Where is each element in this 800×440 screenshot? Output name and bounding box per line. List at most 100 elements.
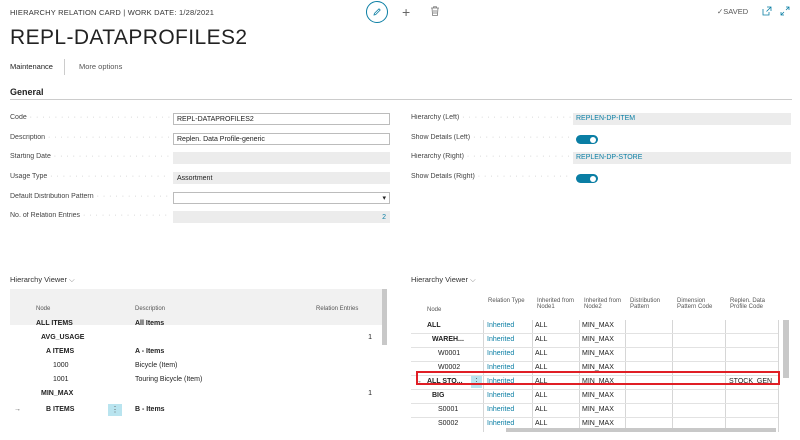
selected-row-highlight-box (416, 371, 780, 385)
column-header-description[interactable]: Description (135, 306, 166, 312)
table-row[interactable]: BIG Inherited ALL MIN_MAX (411, 390, 778, 402)
table-row[interactable]: S0001 Inherited ALL MIN_MAX (411, 404, 778, 416)
relation-type-cell[interactable]: Inherited (487, 392, 515, 399)
relation-entries-label: No. of Relation Entries (10, 212, 170, 219)
table-row[interactable]: W0002 Inherited ALL MIN_MAX (411, 362, 778, 374)
node-cell: A ITEMS (46, 348, 75, 355)
node-cell: 1001 (53, 376, 69, 383)
relation-type-cell[interactable]: Inherited (487, 322, 515, 329)
right-viewer-horizontal-scrollbar[interactable] (506, 428, 776, 432)
hierarchy-right-label: Hierarchy (Right) (411, 153, 571, 160)
table-row[interactable]: ALL ITEMS All Items (10, 318, 380, 330)
show-details-left-toggle[interactable] (576, 135, 598, 144)
new-button[interactable]: + (402, 4, 411, 20)
inherited-node1-cell: ALL (535, 420, 548, 427)
node-cell: S0001 (438, 406, 459, 413)
column-header-inherited-node2[interactable]: Inherited from Node2 (584, 298, 622, 310)
page-title: REPL-DATAPROFILES2 (10, 26, 248, 49)
description-cell: B - Items (135, 406, 165, 413)
table-row[interactable]: ALL Inherited ALL MIN_MAX (411, 320, 778, 332)
row-actions-kebab-icon[interactable]: ⋮ (471, 376, 482, 388)
relation-type-cell[interactable]: Inherited (487, 420, 515, 427)
hierarchy-left-value[interactable]: REPLEN-DP-ITEM (573, 113, 791, 125)
column-header-node[interactable]: Node (427, 307, 442, 313)
node-cell: BIG (432, 392, 445, 399)
show-details-right-toggle[interactable] (576, 174, 598, 183)
more-options-action[interactable]: More options (79, 62, 123, 71)
description-field: Description Replen. Data Profile-generic (10, 133, 390, 145)
table-row[interactable]: 1001 Touring Bicycle (Item) (10, 374, 380, 386)
section-divider (10, 99, 792, 100)
table-row[interactable]: AVG_USAGE 1 (10, 332, 380, 344)
right-viewer-title-text: Hierarchy Viewer (411, 275, 468, 284)
inherited-node2-cell: MIN_MAX (582, 322, 614, 329)
inherited-node2-cell: MIN_MAX (582, 406, 614, 413)
top-bar: HIERARCHY RELATION CARD | WORK DATE: 1/2… (0, 0, 800, 24)
column-divider (579, 320, 580, 432)
table-row[interactable]: WAREH... Inherited ALL MIN_MAX (411, 334, 778, 346)
table-row[interactable]: 1000 Bicycle (Item) (10, 360, 380, 372)
inherited-node1-cell: ALL (535, 322, 548, 329)
column-header-inherited-node1[interactable]: Inherited from Node1 (537, 298, 575, 310)
column-header-node[interactable]: Node (36, 306, 51, 312)
current-row-arrow-icon: → (14, 406, 21, 413)
inherited-node2-cell: MIN_MAX (582, 378, 614, 385)
hierarchy-right-value[interactable]: REPLEN-DP-STORE (573, 152, 791, 164)
node-cell: B ITEMS (46, 406, 75, 413)
relation-entries-value[interactable]: 2 (173, 211, 390, 223)
row-divider (411, 403, 778, 404)
node-cell: 1000 (53, 362, 69, 369)
relation-type-cell[interactable]: Inherited (487, 406, 515, 413)
default-distribution-pattern-select[interactable]: ▾ (173, 192, 390, 204)
edit-button[interactable] (366, 1, 388, 23)
table-row[interactable]: A ITEMS A - Items (10, 346, 380, 358)
relation-type-cell[interactable]: Inherited (487, 350, 515, 357)
row-divider (411, 347, 778, 348)
description-input[interactable]: Replen. Data Profile-generic (173, 133, 390, 145)
relation-type-cell[interactable]: Inherited (487, 378, 515, 385)
column-divider (532, 320, 533, 432)
right-viewer-vertical-scrollbar[interactable] (783, 320, 789, 378)
left-viewer-scrollbar[interactable] (382, 289, 387, 345)
open-new-window-icon[interactable] (762, 6, 772, 16)
column-divider (725, 320, 726, 432)
column-header-distribution-pattern[interactable]: Distribution Pattern (630, 298, 661, 310)
node-cell: ALL STO... (427, 378, 463, 385)
expand-icon[interactable] (780, 6, 790, 16)
column-header-replen-data-profile-code[interactable]: Replen. Data Profile Code (730, 298, 766, 310)
table-row[interactable]: S0002 Inherited ALL MIN_MAX (411, 418, 778, 430)
code-label: Code (10, 114, 170, 121)
general-section-title: General (10, 87, 44, 97)
column-header-relation-type[interactable]: Relation Type (488, 298, 525, 304)
maintenance-action[interactable]: Maintenance (10, 62, 53, 71)
left-viewer-header: Node Description Relation Entries (10, 289, 387, 325)
breadcrumb: HIERARCHY RELATION CARD | WORK DATE: 1/2… (10, 8, 215, 17)
column-header-dimension-pattern-code[interactable]: Dimension Pattern Code (677, 298, 713, 310)
table-row-selected[interactable]: → ALL STO... ⋮ Inherited ALL MIN_MAX STO… (411, 376, 778, 388)
node-cell: S0002 (438, 420, 459, 427)
column-divider (483, 320, 484, 432)
right-hierarchy-viewer-title[interactable]: Hierarchy Viewer ⌵ (411, 275, 476, 285)
left-viewer-grid: ALL ITEMS All Items AVG_USAGE 1 A ITEMS … (10, 289, 387, 430)
chevron-down-icon: ⌵ (467, 275, 476, 284)
row-divider (411, 361, 778, 362)
node-cell: MIN_MAX (41, 390, 74, 397)
table-row-selected[interactable]: → B ITEMS ⋮ B - Items (10, 404, 380, 416)
code-input[interactable]: REPL-DATAPROFILES2 (173, 113, 390, 125)
table-row[interactable]: W0001 Inherited ALL MIN_MAX (411, 348, 778, 360)
row-actions-kebab-icon[interactable]: ⋮ (108, 404, 122, 416)
show-details-left-label: Show Details (Left) (411, 134, 571, 141)
show-details-right-label: Show Details (Right) (411, 173, 571, 180)
description-label: Description (10, 134, 170, 141)
row-divider (411, 389, 778, 390)
starting-date-value (173, 152, 390, 164)
relation-type-cell[interactable]: Inherited (487, 364, 515, 371)
replen-profile-cell: STOCK_GEN (729, 378, 773, 385)
left-hierarchy-viewer-title[interactable]: Hierarchy Viewer ⌵ (10, 275, 75, 285)
table-row[interactable]: MIN_MAX 1 (10, 388, 380, 400)
description-cell: Touring Bicycle (Item) (135, 376, 203, 383)
delete-icon[interactable] (429, 5, 441, 17)
inherited-node1-cell: ALL (535, 392, 548, 399)
relation-type-cell[interactable]: Inherited (487, 336, 515, 343)
column-header-relation-entries[interactable]: Relation Entries (316, 306, 359, 312)
